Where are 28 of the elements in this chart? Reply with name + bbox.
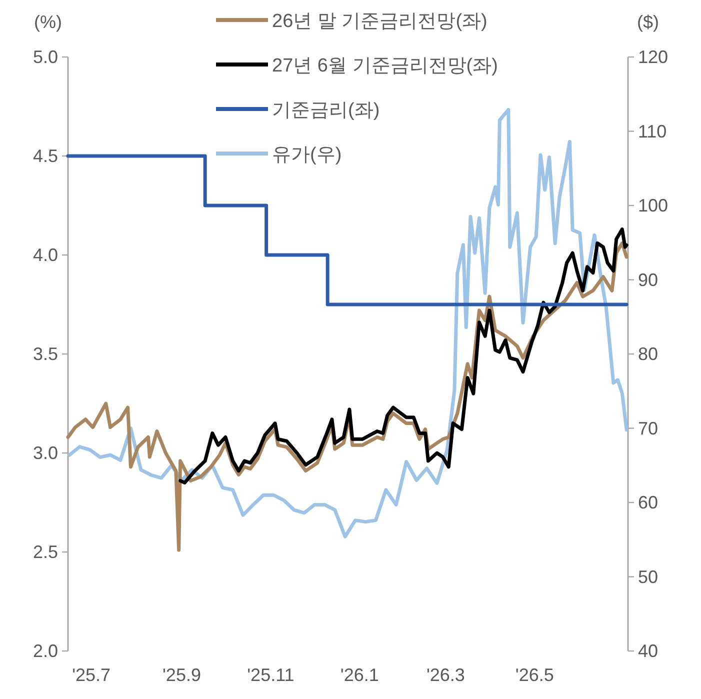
legend-label: 기준금리(좌) (272, 100, 380, 121)
y-tick-label: 3.0 (32, 443, 58, 463)
y2-tick-label: 50 (638, 566, 658, 587)
x-tick-label: '26.1 (340, 665, 379, 685)
y-tick-label: 3.5 (32, 344, 58, 364)
y2-tick-label: 80 (638, 344, 658, 364)
y2-axis-title: ($) (637, 12, 659, 32)
y2-tick-label: 110 (638, 121, 667, 142)
x-tick-label: '26.3 (426, 665, 465, 685)
y-axis-title: (%) (34, 12, 62, 32)
legend-label: 26년 말 기준금리전망(좌) (272, 11, 488, 32)
y2-tick-label: 70 (638, 418, 658, 438)
y2-tick-label: 40 (638, 641, 658, 661)
y-tick-label: 4.5 (32, 146, 58, 166)
y-tick-label: 2.0 (32, 641, 58, 661)
y2-tick-label: 120 (638, 47, 668, 67)
x-tick-label: '25.9 (162, 665, 201, 685)
y-tick-label: 4.0 (32, 245, 58, 265)
y2-tick-label: 100 (638, 196, 668, 216)
legend-label: 27년 6월 기준금리전망(좌) (272, 56, 498, 76)
x-tick-label: '25.11 (247, 665, 294, 685)
y-tick-label: 2.5 (32, 542, 58, 562)
x-tick-label: '25.7 (72, 665, 111, 685)
legend-label: 유가(우) (272, 144, 342, 166)
y-tick-label: 5.0 (32, 47, 58, 67)
x-tick-label: '26.5 (515, 665, 554, 685)
y2-tick-label: 60 (638, 492, 658, 512)
y2-tick-label: 90 (638, 270, 658, 290)
